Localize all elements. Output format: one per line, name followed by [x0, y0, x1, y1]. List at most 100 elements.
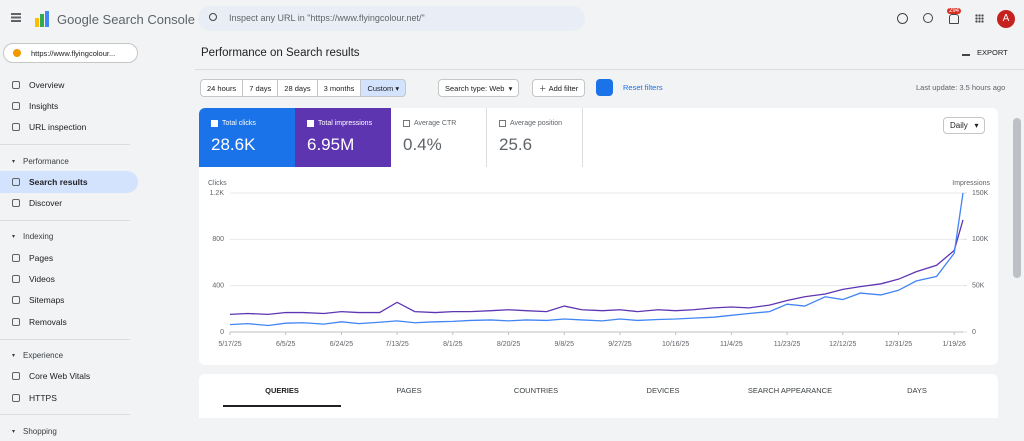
y-tick-label: 800: [212, 236, 224, 243]
nav-item[interactable]: Insights: [0, 95, 138, 116]
nav-label: Core Web Vitals: [29, 371, 91, 382]
export-icon: [962, 47, 970, 56]
scrollbar[interactable]: [1013, 118, 1021, 278]
x-tick-label: 8/1/25: [443, 341, 463, 348]
table-tab[interactable]: DEVICES: [646, 386, 680, 395]
metric-label-row: Average CTR: [403, 120, 486, 127]
divider: [0, 219, 130, 221]
help-icon[interactable]: [897, 13, 908, 24]
add-filter-button[interactable]: ＋ Add filter: [532, 79, 586, 97]
nav-label: Videos: [29, 274, 55, 285]
checkbox: [307, 120, 314, 127]
nav-item[interactable]: Sitemaps: [0, 290, 138, 311]
nav-item[interactable]: Overview: [0, 74, 138, 95]
series-line: [229, 192, 964, 327]
nav-icon: [12, 123, 20, 132]
metric-card[interactable]: Average CTR 0.4%: [391, 108, 487, 167]
divider: [0, 144, 130, 146]
series-line: [229, 219, 964, 316]
page-header: Performance on Search results EXPORT: [195, 38, 1024, 70]
nav-group[interactable]: ▾ Shopping: [0, 421, 195, 441]
search-icon: [209, 13, 217, 21]
caret: ▾: [12, 428, 16, 435]
search-type-text: Search type: Web: [445, 83, 505, 93]
table-tab[interactable]: PAGES: [396, 386, 422, 395]
nav-icon: [12, 80, 20, 89]
y-tick-label: 0: [220, 329, 224, 336]
apps-icon[interactable]: [975, 14, 984, 23]
nav-icon: [12, 177, 20, 186]
nav-icon: [12, 253, 20, 262]
granularity-select[interactable]: Daily ▾: [943, 117, 986, 134]
nav-item[interactable]: HTTPS: [0, 387, 138, 408]
metric-label-row: Total impressions: [307, 120, 391, 127]
nav-label: Overview: [29, 79, 65, 90]
checkbox: [403, 120, 410, 127]
logo: [35, 11, 49, 27]
table-tab[interactable]: DAYS: [907, 386, 927, 395]
metric-card[interactable]: Average position 25.6: [487, 108, 583, 167]
nav-item[interactable]: Search results: [0, 171, 138, 193]
nav-icon: [12, 393, 20, 402]
checkbox: [499, 120, 506, 127]
nav-item[interactable]: Videos: [0, 268, 138, 289]
date-range-group: 24 hours 7 days 28 days 3 months Custom ▾: [200, 79, 407, 97]
x-tick-label: 6/24/25: [330, 341, 353, 348]
menu-icon[interactable]: [11, 13, 21, 15]
y2-axis-label: Impressions: [952, 180, 990, 187]
date-range-button[interactable]: Custom ▾: [361, 79, 407, 97]
x-tick-label: 11/23/25: [774, 341, 801, 348]
date-range-button[interactable]: 28 days: [278, 79, 318, 97]
table-tab[interactable]: SEARCH APPEARANCE: [747, 386, 833, 395]
nav-item[interactable]: Removals: [0, 311, 138, 332]
nav-item[interactable]: URL inspection: [0, 117, 138, 138]
nav-group[interactable]: ▾ Indexing: [0, 227, 195, 247]
x-tick-label: 1/19/26: [943, 341, 966, 348]
metric-card[interactable]: Total clicks 28.6K: [199, 108, 295, 167]
avatar[interactable]: A: [997, 10, 1015, 28]
table-card: [199, 374, 998, 418]
product-name: Google Search Console: [57, 12, 196, 27]
page-title: Performance on Search results: [201, 47, 360, 59]
caret: ▾: [12, 234, 16, 241]
nav-label: Insights: [29, 101, 59, 112]
y-tick-label: 1.2K: [210, 190, 225, 197]
property-selector[interactable]: https://www.flyingcolour...: [3, 43, 138, 63]
nav-group[interactable]: ▾ Performance: [0, 151, 195, 171]
nav-icon: [12, 102, 20, 111]
date-range-button[interactable]: 3 months: [317, 79, 362, 97]
date-range-button[interactable]: 7 days: [243, 79, 279, 97]
nav-group-title: Shopping: [23, 426, 57, 436]
search-type-filter[interactable]: Search type: Web ▾: [438, 79, 520, 97]
y2-tick-label: 100K: [972, 236, 989, 243]
table-tab[interactable]: QUERIES: [223, 386, 341, 407]
sidebar: Overview Insights URL inspection ▾ Performan…: [0, 74, 195, 441]
bell-icon[interactable]: [949, 14, 959, 24]
x-tick-label: 8/20/25: [497, 341, 520, 348]
url-search[interactable]: Inspect any URL in "https://www.flyingco…: [198, 6, 585, 31]
date-range-button[interactable]: 24 hours: [200, 79, 244, 97]
users-icon[interactable]: [923, 13, 933, 23]
x-tick-label: 12/12/25: [829, 341, 856, 348]
nav-group[interactable]: ▾ Experience: [0, 346, 195, 366]
nav-item[interactable]: Discover: [0, 193, 138, 214]
x-tick-label: 9/8/25: [555, 341, 575, 348]
x-tick-label: 9/27/25: [608, 341, 631, 348]
metric-label: Average CTR: [414, 120, 457, 127]
table-tab[interactable]: COUNTRIES: [513, 386, 559, 395]
last-update: Last update: 3.5 hours ago: [916, 83, 1006, 92]
metric-value: 28.6K: [211, 135, 256, 154]
filter-settings[interactable]: [596, 79, 613, 96]
nav-item[interactable]: Pages: [0, 247, 138, 268]
search-placeholder: Inspect any URL in "https://www.flyingco…: [229, 13, 425, 23]
caret: ▾: [12, 353, 16, 360]
property-name: https://www.flyingcolour...: [31, 49, 116, 58]
export-button[interactable]: EXPORT: [977, 48, 1008, 57]
y2-tick-label: 150K: [972, 190, 989, 197]
caret: ▾: [12, 158, 16, 165]
x-tick-label: 12/31/25: [885, 341, 912, 348]
nav-label: URL inspection: [29, 122, 87, 133]
metric-card[interactable]: Total impressions 6.95M: [295, 108, 391, 167]
reset-filters[interactable]: Reset filters: [623, 83, 663, 92]
nav-item[interactable]: Core Web Vitals: [0, 366, 138, 387]
